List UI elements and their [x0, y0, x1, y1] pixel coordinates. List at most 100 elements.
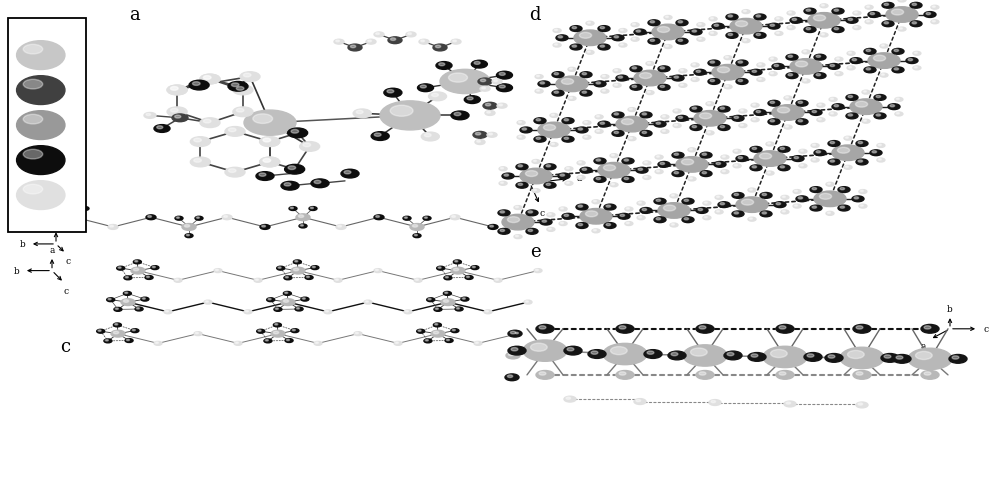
Circle shape — [588, 350, 606, 359]
Circle shape — [814, 192, 846, 207]
Circle shape — [406, 33, 416, 38]
Circle shape — [881, 354, 899, 363]
Circle shape — [847, 351, 864, 359]
Circle shape — [694, 111, 726, 127]
Circle shape — [475, 133, 481, 136]
Circle shape — [726, 15, 738, 21]
Text: b: b — [947, 304, 953, 313]
Circle shape — [260, 158, 280, 167]
Circle shape — [260, 137, 280, 147]
Circle shape — [758, 64, 761, 66]
Circle shape — [672, 171, 684, 177]
Circle shape — [490, 226, 494, 227]
Circle shape — [445, 292, 448, 294]
Text: c: c — [983, 325, 988, 333]
Circle shape — [718, 202, 730, 208]
Circle shape — [500, 168, 503, 169]
Circle shape — [288, 129, 308, 138]
Circle shape — [856, 402, 868, 408]
Circle shape — [741, 200, 754, 206]
Circle shape — [643, 176, 651, 180]
Circle shape — [598, 27, 610, 32]
Text: c: c — [63, 286, 69, 295]
Circle shape — [844, 166, 852, 170]
Circle shape — [405, 311, 408, 312]
Circle shape — [548, 214, 551, 215]
Circle shape — [656, 171, 659, 172]
Circle shape — [784, 126, 792, 130]
Circle shape — [698, 209, 703, 211]
Circle shape — [804, 28, 816, 33]
Circle shape — [650, 22, 655, 24]
Circle shape — [636, 168, 648, 174]
Circle shape — [899, 0, 902, 1]
Circle shape — [856, 160, 868, 166]
Circle shape — [657, 28, 670, 33]
Circle shape — [195, 217, 203, 221]
Circle shape — [636, 400, 641, 402]
Circle shape — [895, 98, 903, 102]
Circle shape — [353, 110, 371, 119]
Circle shape — [855, 102, 868, 108]
Circle shape — [565, 182, 573, 186]
Circle shape — [498, 229, 510, 235]
Circle shape — [840, 207, 845, 209]
Circle shape — [763, 347, 807, 368]
Circle shape — [736, 197, 768, 213]
Circle shape — [665, 17, 668, 18]
Circle shape — [838, 206, 850, 212]
Circle shape — [734, 194, 739, 196]
Circle shape — [268, 299, 271, 300]
Circle shape — [570, 27, 582, 32]
Circle shape — [732, 212, 744, 217]
Circle shape — [592, 229, 600, 233]
Circle shape — [777, 108, 790, 114]
Circle shape — [700, 153, 712, 159]
Circle shape — [767, 143, 770, 145]
Circle shape — [830, 65, 835, 67]
Circle shape — [418, 330, 421, 332]
Circle shape — [782, 197, 785, 198]
Circle shape — [868, 54, 900, 69]
Circle shape — [878, 145, 881, 146]
Circle shape — [507, 375, 513, 378]
Circle shape — [283, 292, 291, 296]
Circle shape — [658, 203, 690, 219]
Circle shape — [854, 27, 857, 29]
Circle shape — [740, 125, 743, 126]
Circle shape — [872, 151, 877, 153]
Circle shape — [769, 58, 777, 62]
Circle shape — [750, 147, 762, 153]
Circle shape — [622, 177, 634, 183]
Circle shape — [110, 226, 114, 227]
Circle shape — [175, 217, 183, 221]
Circle shape — [716, 197, 719, 198]
Circle shape — [873, 56, 886, 62]
Circle shape — [742, 11, 750, 15]
Circle shape — [620, 30, 623, 31]
Circle shape — [812, 159, 815, 161]
Circle shape — [465, 276, 473, 280]
Circle shape — [788, 13, 791, 14]
Circle shape — [884, 355, 891, 359]
Circle shape — [235, 342, 238, 344]
Circle shape — [544, 183, 556, 189]
Circle shape — [772, 64, 784, 70]
Circle shape — [204, 301, 212, 304]
Circle shape — [818, 119, 821, 121]
Circle shape — [924, 372, 931, 376]
Circle shape — [862, 91, 870, 95]
Circle shape — [535, 76, 543, 79]
Circle shape — [830, 113, 833, 115]
Circle shape — [896, 113, 899, 115]
Circle shape — [539, 372, 546, 376]
Circle shape — [203, 120, 211, 124]
Circle shape — [440, 70, 490, 94]
Circle shape — [489, 134, 492, 136]
Circle shape — [309, 207, 317, 211]
Circle shape — [709, 18, 717, 22]
Circle shape — [281, 299, 295, 306]
Circle shape — [750, 166, 762, 171]
Circle shape — [616, 76, 628, 82]
Circle shape — [760, 212, 772, 217]
